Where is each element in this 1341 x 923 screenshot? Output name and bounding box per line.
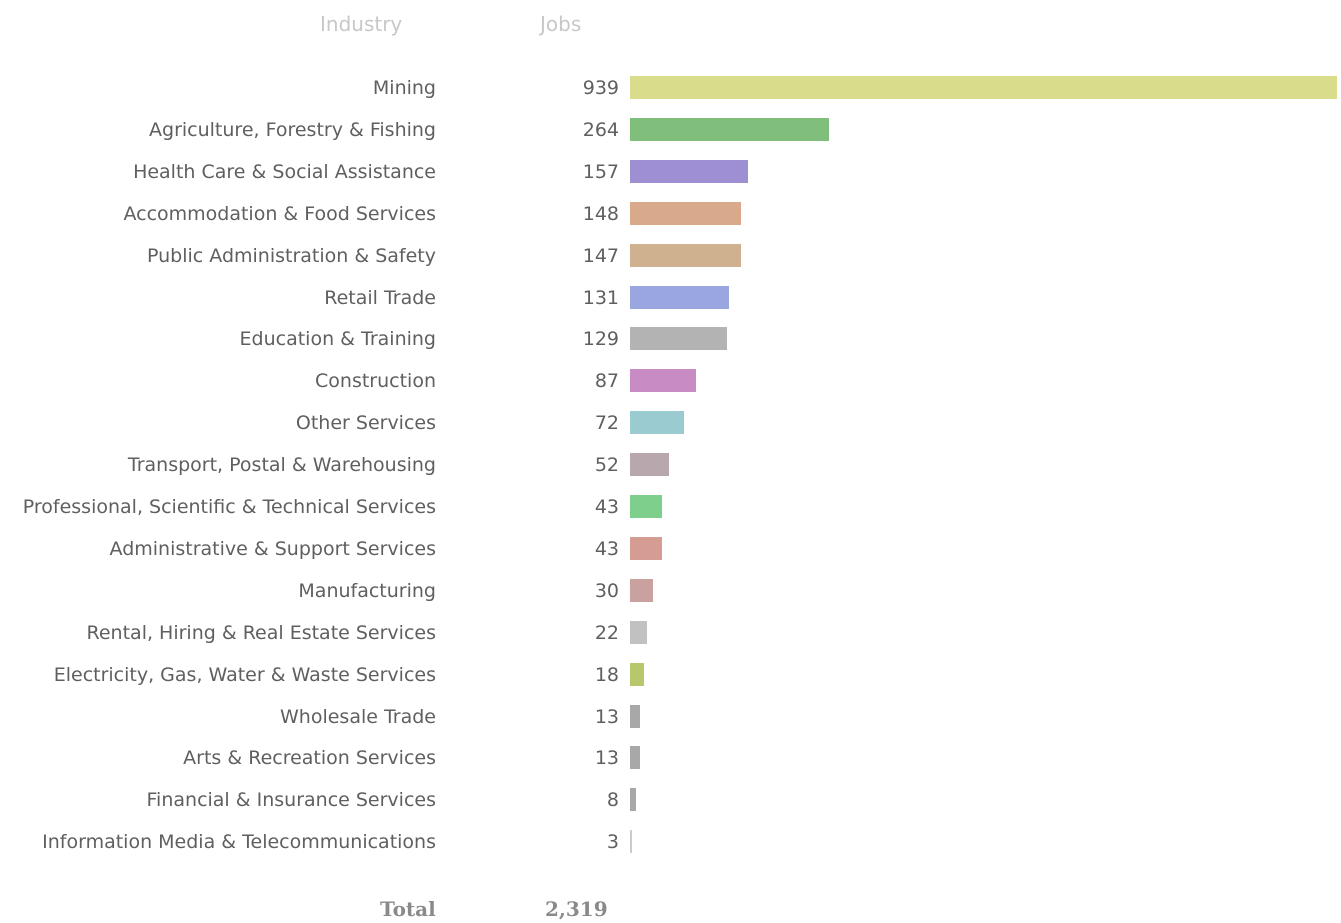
chart-row: Public Administration & Safety 147 xyxy=(0,235,1341,277)
category-label: Arts & Recreation Services xyxy=(183,747,436,770)
chart-row: Construction 87 xyxy=(0,360,1341,402)
value-label: 264 xyxy=(582,118,619,141)
category-label: Professional, Scientific & Technical Ser… xyxy=(22,496,436,518)
chart-row: Electricity, Gas, Water & Waste Services… xyxy=(0,654,1341,696)
value-label: 22 xyxy=(594,621,619,644)
chart-row: Professional, Scientific & Technical Ser… xyxy=(0,486,1341,528)
value-label: 43 xyxy=(594,537,619,560)
category-label: Wholesale Trade xyxy=(280,705,436,728)
bar xyxy=(630,117,829,141)
value-label: 157 xyxy=(582,160,619,183)
category-label: Health Care & Social Assistance xyxy=(133,160,436,183)
value-label: 131 xyxy=(582,286,619,309)
value-label: 148 xyxy=(582,202,619,225)
bar xyxy=(630,536,662,560)
bar xyxy=(630,662,644,686)
category-label: Information Media & Telecommunications xyxy=(42,831,436,854)
value-label: 8 xyxy=(606,789,619,812)
value-label: 18 xyxy=(594,663,619,686)
chart-row: Other Services 72 xyxy=(0,402,1341,444)
category-label: Agriculture, Forestry & Fishing xyxy=(149,118,436,141)
bar xyxy=(630,76,1337,99)
total-value: 2,319 xyxy=(545,897,608,921)
chart-row: Transport, Postal & Warehousing 52 xyxy=(0,444,1341,486)
bar xyxy=(630,495,662,518)
bar xyxy=(630,578,653,602)
category-label: Public Administration & Safety xyxy=(147,244,436,267)
category-label: Administrative & Support Services xyxy=(109,537,436,560)
chart-row: Arts & Recreation Services 13 xyxy=(0,737,1341,779)
industry-column-header: Industry xyxy=(320,12,403,36)
value-label: 129 xyxy=(582,328,619,351)
jobs-column-header: Jobs xyxy=(540,12,582,36)
chart-row: Wholesale Trade 13 xyxy=(0,696,1341,738)
bar xyxy=(630,830,632,854)
bar xyxy=(630,159,748,183)
bar xyxy=(630,788,636,812)
bar xyxy=(630,453,669,477)
value-label: 30 xyxy=(594,579,619,602)
chart-row: Agriculture, Forestry & Fishing 264 xyxy=(0,109,1341,151)
value-label: 3 xyxy=(606,831,619,854)
value-label: 13 xyxy=(594,747,619,770)
category-label: Mining xyxy=(372,77,436,99)
chart-row: Education & Training 129 xyxy=(0,318,1341,360)
category-label: Transport, Postal & Warehousing xyxy=(127,454,436,477)
value-label: 939 xyxy=(582,77,619,99)
chart-row: Manufacturing 30 xyxy=(0,570,1341,612)
bar xyxy=(630,201,741,225)
value-label: 87 xyxy=(594,370,619,393)
value-label: 52 xyxy=(594,454,619,477)
value-label: 147 xyxy=(582,244,619,267)
category-label: Education & Training xyxy=(239,328,436,351)
value-label: 43 xyxy=(594,496,619,518)
bar xyxy=(630,704,640,728)
chart-row: Mining 939 xyxy=(0,67,1341,109)
chart-row: Financial & Insurance Services 8 xyxy=(0,779,1341,821)
chart-row: Retail Trade 131 xyxy=(0,277,1341,319)
bar xyxy=(630,285,729,309)
bar xyxy=(630,327,727,351)
bar xyxy=(630,369,696,393)
chart-row: Information Media & Telecommunications 3 xyxy=(0,821,1341,863)
chart-row: Administrative & Support Services 43 xyxy=(0,528,1341,570)
bar xyxy=(630,746,640,770)
category-label: Construction xyxy=(315,370,436,393)
category-label: Manufacturing xyxy=(298,579,436,602)
category-label: Rental, Hiring & Real Estate Services xyxy=(86,621,436,644)
value-label: 72 xyxy=(594,412,619,435)
chart-row: Rental, Hiring & Real Estate Services 22 xyxy=(0,612,1341,654)
value-label: 13 xyxy=(594,705,619,728)
category-label: Electricity, Gas, Water & Waste Services xyxy=(53,663,436,686)
bar xyxy=(630,411,684,435)
category-label: Other Services xyxy=(295,412,436,435)
bar xyxy=(630,620,647,644)
total-label: Total xyxy=(380,897,436,921)
category-label: Accommodation & Food Services xyxy=(123,202,436,225)
category-label: Financial & Insurance Services xyxy=(146,789,436,812)
bar xyxy=(630,243,741,267)
chart-row: Health Care & Social Assistance 157 xyxy=(0,151,1341,193)
chart-row: Accommodation & Food Services 148 xyxy=(0,193,1341,235)
category-label: Retail Trade xyxy=(324,286,436,309)
